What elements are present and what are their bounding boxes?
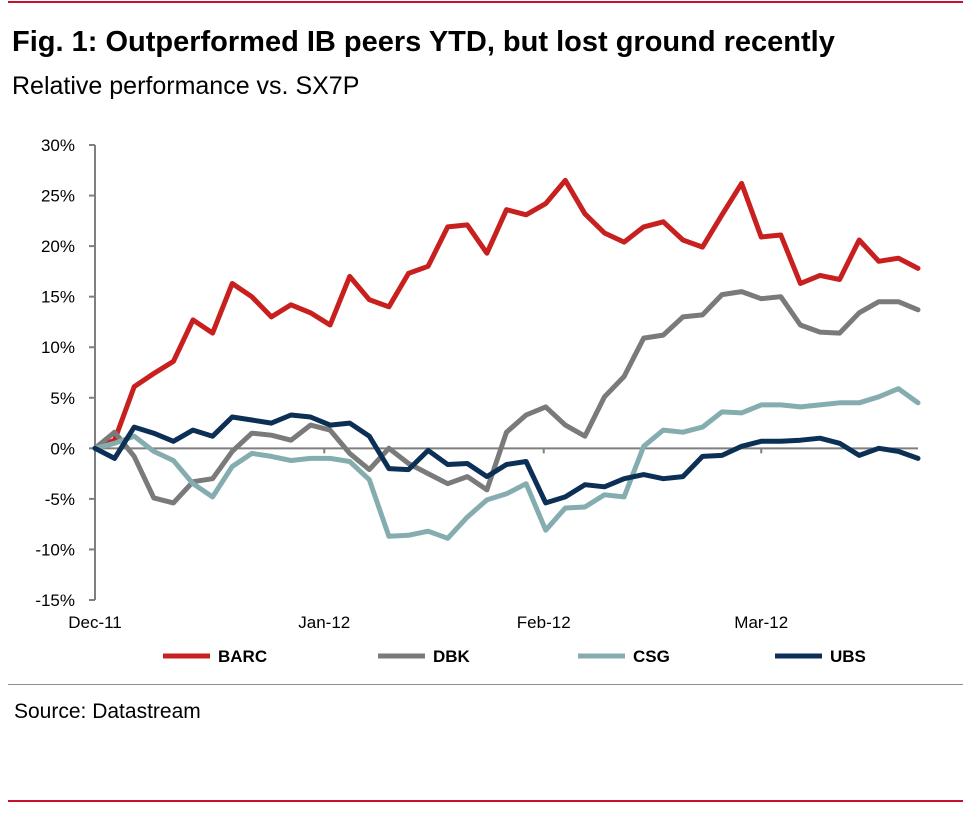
series-line-dbk [92,289,921,506]
chart-subtitle: Relative performance vs. SX7P [12,72,360,100]
series-line-ubs [92,412,921,506]
top-rule [8,1,963,3]
legend-label-barc: BARC [218,647,267,666]
source-note: Source: Datastream [14,700,201,723]
y-tick-label: -15% [35,591,75,610]
y-tick-label: 10% [41,338,75,357]
legend-label-ubs: UBS [830,647,866,666]
y-tick-label: 25% [41,187,75,206]
y-tick-label: 15% [41,288,75,307]
line-chart: 30% 25% 20% 15% 10% 5% 0% -5% -10% -15% Dec-11 Jan-… [35,136,921,666]
y-tick-label: 20% [41,237,75,256]
x-tick-label: Mar-12 [734,613,788,632]
bottom-rule [8,800,963,802]
y-tick-label: -10% [35,540,75,559]
y-tick-label: 5% [50,389,75,408]
chart-title: Fig. 1: Outperformed IB peers YTD, but l… [12,26,835,58]
y-tick-label: 0% [50,439,75,458]
series-line-csg [92,386,921,541]
x-tick-label: Jan-12 [298,613,350,632]
legend-label-csg: CSG [633,647,670,666]
legend-label-dbk: DBK [433,647,471,666]
y-tick-label: 30% [41,136,75,155]
x-tick-label: Feb-12 [517,613,571,632]
x-tick-label: Dec-11 [68,613,122,632]
series-line-barc [92,177,921,451]
y-tick-label: -5% [45,490,75,509]
divider-rule [8,684,963,685]
